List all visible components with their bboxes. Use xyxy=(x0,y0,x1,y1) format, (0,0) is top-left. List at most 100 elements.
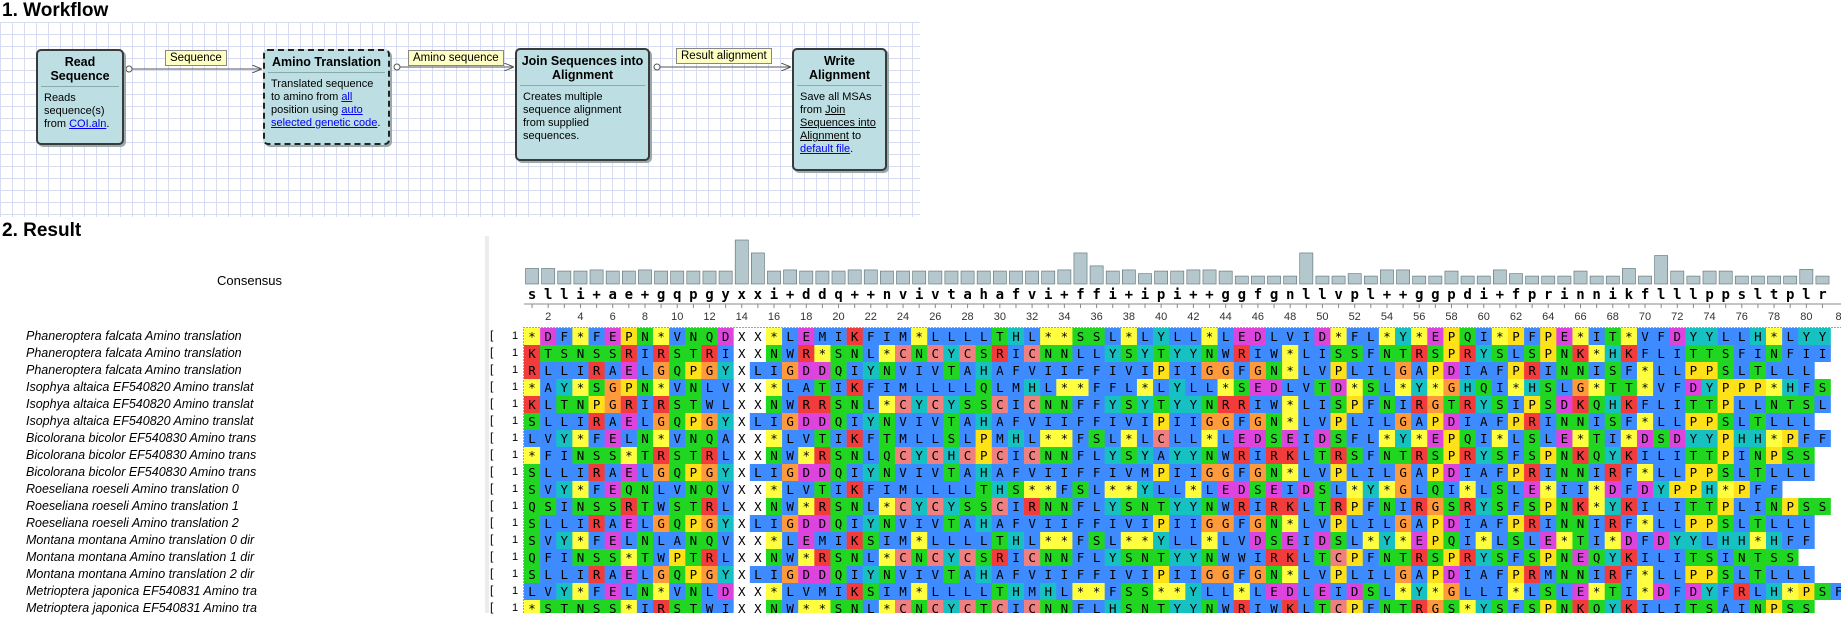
residue-char: S xyxy=(1819,380,1827,395)
residue-char: P xyxy=(1722,397,1730,412)
residue-char: I xyxy=(915,414,923,429)
residue-char: S xyxy=(609,346,617,361)
residue-char: V xyxy=(899,516,907,531)
residue-char: P xyxy=(1690,363,1698,378)
conservation-bar xyxy=(1526,276,1539,284)
residue-char: I xyxy=(1641,601,1649,613)
residue-char: V xyxy=(1028,465,1036,480)
residue-char: Y xyxy=(1690,533,1698,548)
default-file-link[interactable]: default file xyxy=(800,143,850,155)
residue-char: L xyxy=(1803,567,1811,582)
residue-char: * xyxy=(1577,431,1585,446)
residue-char: L xyxy=(1303,550,1311,565)
residue-char: M xyxy=(899,533,907,548)
residue-char: F xyxy=(1770,482,1778,497)
link-join-to-write[interactable] xyxy=(654,64,790,70)
link-read-to-amino[interactable] xyxy=(126,66,261,72)
residue-char: T xyxy=(641,550,649,565)
residue-char: S xyxy=(964,397,972,412)
residue-char: * xyxy=(1125,482,1133,497)
conservation-bar xyxy=(1784,276,1797,284)
all-link[interactable]: all xyxy=(341,91,352,103)
workflow-canvas[interactable]: Read Sequence Reads sequence(s) from COI… xyxy=(0,22,920,217)
residue-char: K xyxy=(851,482,859,497)
residue-char: I xyxy=(561,550,569,565)
residue-char: D xyxy=(819,414,827,429)
join-sequences-node[interactable]: Join Sequences into Alignment Creates mu… xyxy=(515,48,650,161)
coi-aln-link[interactable]: COI.aln xyxy=(69,118,106,130)
residue-char: X xyxy=(738,414,746,429)
consensus-char: a xyxy=(996,287,1004,303)
residue-char: T xyxy=(1690,346,1698,361)
residue-char: I xyxy=(1738,601,1746,613)
residue-char: S xyxy=(1270,533,1278,548)
amino-translation-node[interactable]: Amino Translation Translated sequence to… xyxy=(263,49,390,145)
residue-char: Y xyxy=(948,397,956,412)
residue-char: L xyxy=(1657,516,1665,531)
residue-char: L xyxy=(1125,380,1133,395)
ruler-label: 10 xyxy=(671,311,683,323)
residue-char: F xyxy=(1786,346,1794,361)
read-sequence-node[interactable]: Read Sequence Reads sequence(s) from COI… xyxy=(36,49,124,145)
residue-char: S xyxy=(1770,550,1778,565)
residue-char: A xyxy=(964,567,972,582)
residue-char: I xyxy=(883,329,891,344)
write-alignment-node[interactable]: Write Alignment Save all MSAs from Join … xyxy=(792,48,887,171)
consensus-char: v xyxy=(1028,287,1036,303)
residue-char: L xyxy=(786,431,794,446)
residue-char: I xyxy=(1012,550,1020,565)
ruler-label: 42 xyxy=(1187,311,1199,323)
conservation-bar xyxy=(1719,271,1732,284)
residue-char: A xyxy=(673,533,681,548)
residue-char: H xyxy=(980,363,988,378)
residue-char: P xyxy=(1770,448,1778,463)
residue-char: I xyxy=(1012,346,1020,361)
residue-char: F xyxy=(1077,465,1085,480)
residue-char: P xyxy=(1786,499,1794,514)
ruler-label: 24 xyxy=(897,311,909,323)
consensus-char: + xyxy=(1205,287,1213,303)
residue-char: Y xyxy=(867,465,875,480)
consensus-char: d xyxy=(818,287,826,303)
residue-char: H xyxy=(1109,601,1117,613)
residue-char: V xyxy=(1641,329,1649,344)
residue-char: L xyxy=(1206,482,1214,497)
consensus-char: i xyxy=(1609,287,1617,303)
residue-char: E xyxy=(1544,533,1552,548)
auto-link[interactable]: auto xyxy=(341,104,362,116)
residue-char: I xyxy=(1044,414,1052,429)
selected-genetic-code-link[interactable]: selected genetic code xyxy=(271,117,377,129)
residue-char: * xyxy=(1125,431,1133,446)
residue-char: R xyxy=(706,499,714,514)
consensus-char: + xyxy=(1383,287,1391,303)
residue-char: P xyxy=(1351,550,1359,565)
residue-char: L xyxy=(1770,414,1778,429)
residue-char: K xyxy=(851,329,859,344)
residue-char: L xyxy=(754,567,762,582)
residue-char: F xyxy=(1625,363,1633,378)
residue-char: X xyxy=(738,380,746,395)
residue-char: S xyxy=(835,601,843,613)
residue-char: R xyxy=(1528,567,1536,582)
residue-char: * xyxy=(657,380,665,395)
residue-char: * xyxy=(1754,533,1762,548)
ruler-label: 76 xyxy=(1736,311,1748,323)
residue-char: M xyxy=(899,329,907,344)
consensus-char: p xyxy=(1705,287,1713,303)
alignment-viewer[interactable]: Consensus Phaneroptera falcata Amino tra… xyxy=(0,236,1841,613)
residue-char: Q xyxy=(1448,533,1456,548)
residue-char: I xyxy=(1674,550,1682,565)
residue-char: * xyxy=(1383,482,1391,497)
consensus-char: l xyxy=(1802,287,1810,303)
residue-char: V xyxy=(1657,380,1665,395)
residue-char: X xyxy=(754,329,762,344)
residue-char: F xyxy=(1077,431,1085,446)
residue-char: * xyxy=(770,584,778,599)
residue-char: V xyxy=(932,414,940,429)
conservation-bar xyxy=(1606,276,1619,284)
residue-char: P xyxy=(980,448,988,463)
ruler-label: 26 xyxy=(929,311,941,323)
residue-char: * xyxy=(657,431,665,446)
residue-char: A xyxy=(1415,414,1423,429)
